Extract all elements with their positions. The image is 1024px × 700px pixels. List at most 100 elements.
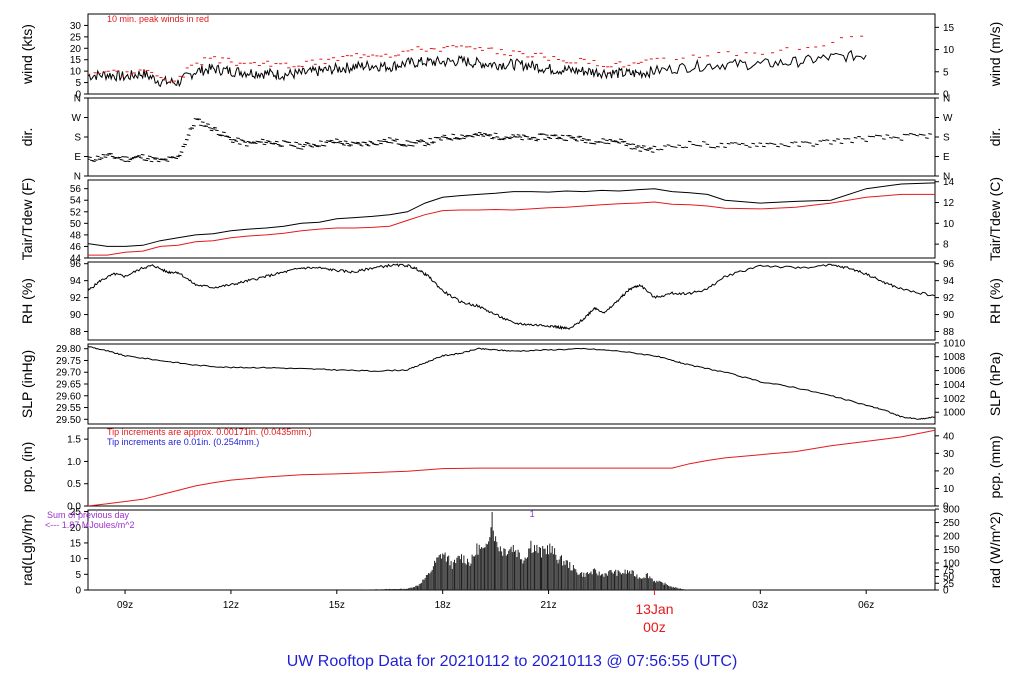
y-tick-label-right: 94: [943, 276, 955, 287]
direction-mark: [461, 137, 466, 140]
direction-mark: [359, 144, 364, 147]
y-tick-label-left: N: [74, 172, 81, 183]
direction-mark: [297, 143, 302, 145]
direction-mark: [393, 140, 397, 142]
direction-mark: [370, 142, 374, 144]
direction-mark: [733, 142, 738, 144]
direction-mark: [334, 138, 339, 141]
direction-mark: [564, 139, 569, 142]
y-tick-label-right: 96: [943, 259, 955, 270]
direction-mark: [454, 136, 459, 139]
y-tick-label-right: 150: [943, 545, 960, 556]
direction-mark: [758, 142, 763, 144]
direction-mark: [712, 146, 717, 149]
y-tick-label-right: 75: [943, 565, 955, 576]
direction-mark: [772, 143, 777, 145]
direction-mark: [271, 143, 276, 145]
direction-mark: [481, 135, 486, 137]
y-tick-label-left: 5: [75, 78, 81, 89]
x-tick-label: 15z: [329, 600, 345, 611]
direction-mark: [214, 129, 219, 132]
y-axis-label-right: SLP (hPa): [987, 352, 1003, 416]
direction-mark: [207, 127, 212, 129]
direction-mark: [650, 151, 655, 153]
direction-mark: [663, 145, 667, 147]
direction-mark: [576, 136, 581, 138]
y-tick-label-left: 20: [70, 523, 82, 534]
y-tick-label-right: 8: [943, 240, 949, 251]
direction-mark: [537, 133, 542, 136]
direction-mark: [613, 140, 618, 142]
direction-mark: [843, 138, 847, 140]
y-tick-label-right: 40: [943, 431, 955, 442]
y-tick-label-right: 1002: [943, 394, 966, 405]
direction-mark: [280, 145, 284, 147]
direction-mark: [213, 126, 217, 129]
direction-mark: [566, 135, 570, 137]
direction-mark: [544, 134, 549, 136]
direction-mark: [518, 136, 523, 138]
direction-mark: [119, 158, 124, 161]
direction-mark: [431, 141, 436, 143]
direction-mark: [476, 134, 480, 137]
direction-mark: [294, 141, 299, 144]
direction-mark: [881, 138, 886, 140]
direction-mark: [338, 140, 343, 143]
direction-mark: [246, 140, 251, 143]
y-tick-label-right: 300: [943, 505, 960, 516]
direction-mark: [260, 138, 265, 141]
direction-mark: [447, 137, 452, 140]
y-tick-label-left: 92: [70, 293, 82, 304]
direction-mark: [379, 142, 383, 145]
direction-mark: [633, 147, 637, 150]
precip-note-red: Tip increments are approx. 0.00171in. (0…: [107, 427, 312, 437]
direction-mark: [130, 157, 134, 160]
y-tick-label-left: 1.0: [67, 457, 81, 468]
y-axis-label-left: SLP (inHg): [19, 350, 35, 418]
direction-mark: [850, 141, 854, 144]
direction-mark: [262, 143, 267, 146]
direction-mark: [237, 143, 242, 145]
y-tick-label-left: 96: [70, 259, 82, 270]
direction-mark: [617, 142, 622, 144]
direction-mark: [88, 156, 92, 158]
direction-mark: [620, 141, 625, 143]
direction-mark: [88, 158, 90, 160]
y-tick-label-left: 20: [70, 44, 82, 55]
direction-mark: [174, 157, 179, 160]
direction-mark: [871, 135, 876, 138]
direction-mark: [636, 145, 641, 147]
direction-mark: [800, 141, 805, 143]
direction-mark: [276, 143, 281, 146]
direction-mark: [251, 141, 256, 144]
direction-mark: [719, 142, 724, 145]
y-axis-label-right: Tair/Tdew (C): [987, 177, 1003, 261]
direction-mark: [426, 143, 431, 146]
direction-mark: [472, 133, 477, 136]
direction-mark: [319, 140, 323, 142]
direction-mark: [555, 137, 560, 140]
direction-mark: [814, 143, 819, 146]
direction-mark: [128, 158, 133, 161]
direction-mark: [511, 134, 516, 136]
direction-mark: [375, 143, 380, 146]
y-tick-label-left: 1.5: [67, 435, 81, 446]
y-tick-label-right: 90: [943, 310, 955, 321]
direction-mark: [811, 145, 816, 147]
direction-mark: [403, 145, 408, 147]
direction-mark: [878, 134, 883, 137]
direction-mark: [896, 136, 900, 139]
direction-mark: [229, 138, 233, 141]
direction-mark: [765, 142, 770, 145]
y-tick-label-right: 30: [943, 449, 955, 460]
direction-mark: [333, 141, 337, 144]
direction-mark: [97, 158, 102, 161]
direction-mark: [793, 141, 798, 143]
direction-mark: [139, 157, 143, 159]
direction-mark: [723, 146, 727, 149]
direction-mark: [190, 127, 194, 129]
direction-mark: [146, 157, 150, 160]
direction-mark: [846, 137, 851, 140]
y-tick-label-right: 0: [943, 586, 949, 597]
